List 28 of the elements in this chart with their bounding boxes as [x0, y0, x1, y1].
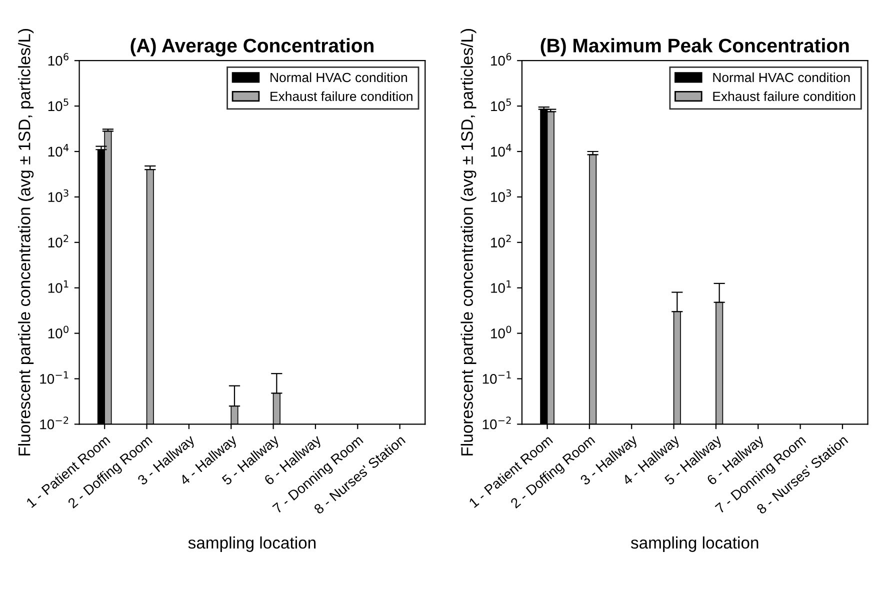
y-tick-label: 10$^{1}$: [491, 280, 511, 293]
y-tick-label: 10$^{1}$: [48, 280, 68, 293]
legend-label: Normal HVAC condition: [713, 72, 850, 82]
y-tick-label: 10$^{2}$: [48, 234, 68, 248]
y-tick-label: 10$^{6}$: [48, 52, 68, 66]
y-tick-label: 10$^{−2}$: [40, 416, 68, 430]
y-axis-title: Fluorescent particle concentration (avg ± 1SD, particles/L): [18, 29, 34, 456]
y-tick-label: 10$^{−2}$: [482, 416, 511, 430]
y-tick-label: 10$^{6}$: [491, 52, 512, 66]
y-axis-title: Fluorescent particle concentration (avg ± 1SD, particles/L): [460, 29, 476, 456]
y-tick-label: 10$^{4}$: [491, 144, 512, 157]
legend-label: Exhaust failure condition: [270, 91, 412, 102]
y-tick-label: 10$^{2}$: [491, 234, 511, 248]
chart-title: (B) Maximum Peak Concentration: [540, 38, 849, 56]
y-tick-label: 10$^{3}$: [48, 189, 68, 202]
y-tick-label: 10$^{0}$: [491, 326, 512, 338]
y-tick-label: 10$^{−1}$: [482, 371, 511, 384]
y-tick-label: 10$^{0}$: [48, 326, 68, 338]
y-tick-label: 10$^{5}$: [48, 98, 68, 112]
y-tick-label: 10$^{−1}$: [40, 371, 68, 384]
x-axis-title: sampling location: [188, 536, 316, 552]
y-tick-label: 10$^{5}$: [491, 98, 511, 112]
legend-label: Normal HVAC condition: [270, 72, 407, 82]
chart-title: (A) Average Concentration: [130, 38, 374, 56]
legend-label: Exhaust failure condition: [713, 91, 856, 102]
y-tick-label: 10$^{3}$: [491, 189, 511, 202]
x-axis-title: sampling location: [630, 536, 758, 552]
y-tick-label: 10$^{4}$: [48, 144, 69, 157]
